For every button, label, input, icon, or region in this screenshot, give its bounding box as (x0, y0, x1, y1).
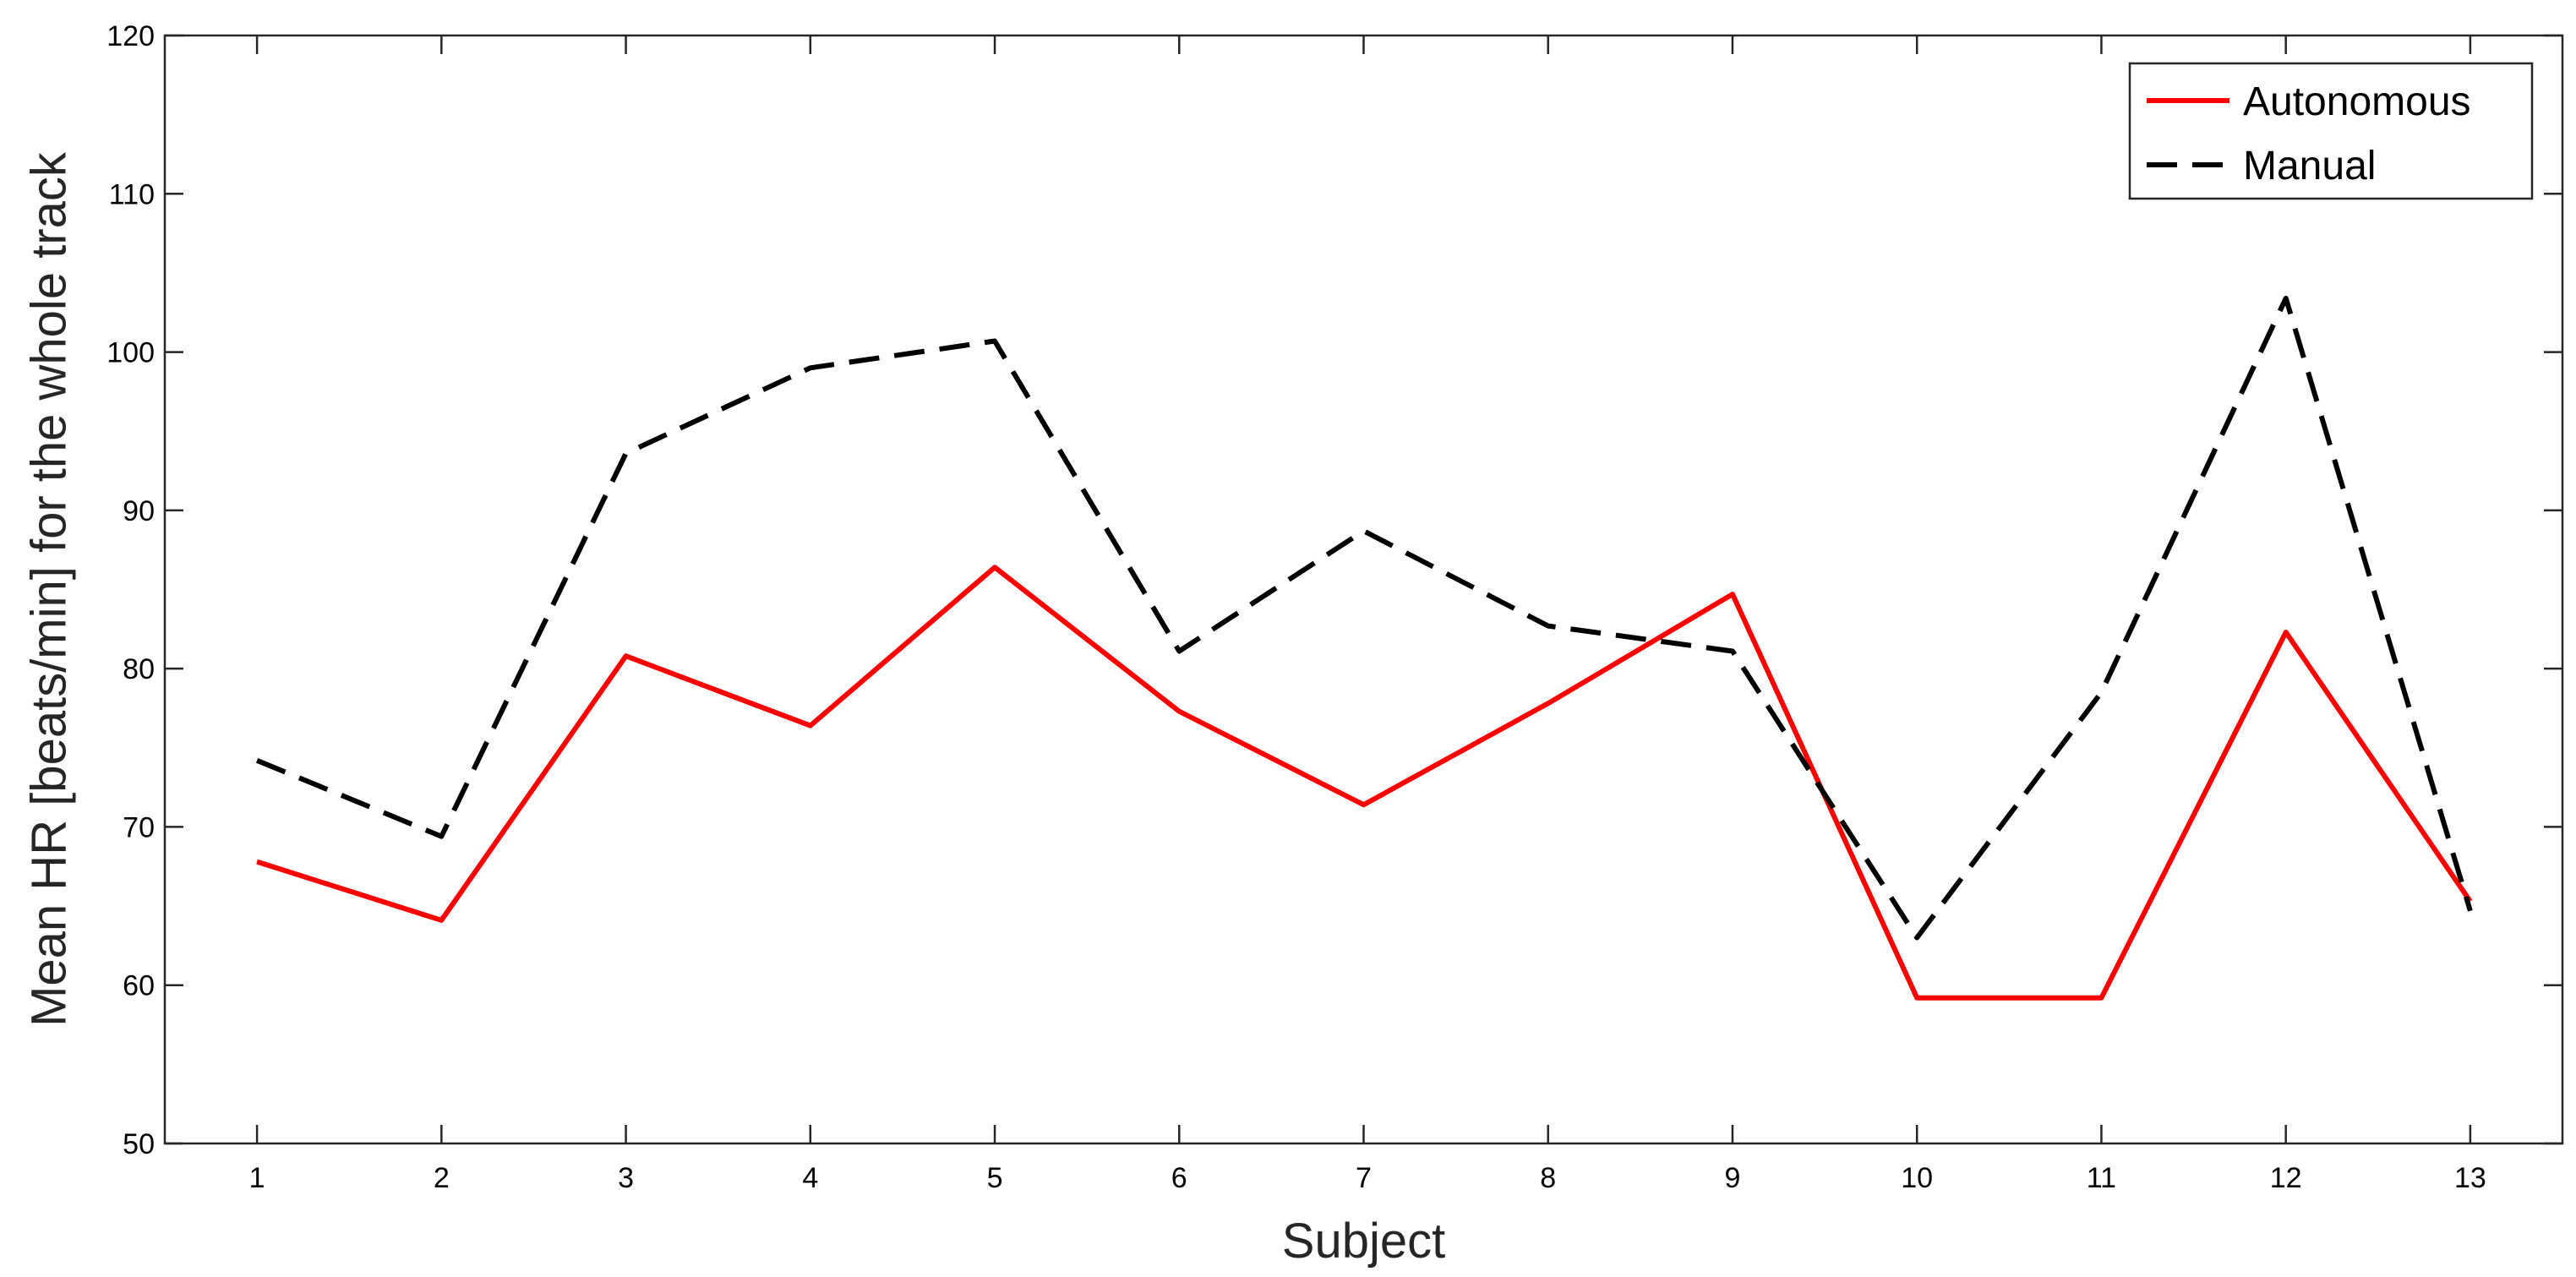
legend-label-manual: Manual (2243, 144, 2376, 188)
plot-lines (255, 295, 2473, 1001)
x-tick-label: 7 (1356, 1162, 1372, 1194)
y-tick-label: 80 (123, 653, 155, 685)
y-tick-label: 90 (123, 495, 155, 527)
x-tick-label: 5 (987, 1162, 1003, 1194)
legend-box (2128, 62, 2534, 200)
x-tick-label: 6 (1171, 1162, 1187, 1194)
x-tick-label: 12 (2270, 1162, 2302, 1194)
y-tick-label: 60 (123, 970, 155, 1002)
x-axis-title: Subject (1282, 1214, 1445, 1269)
x-tick-label: 2 (434, 1162, 450, 1194)
y-tick-label: 120 (106, 20, 155, 52)
axis-titles: Subject Mean HR [beats/min] for the whol… (21, 151, 1445, 1269)
y-tick-label: 100 (106, 337, 155, 369)
y-tick-label: 70 (123, 811, 155, 843)
legend: Autonomous Manual (2128, 62, 2534, 200)
series-line-autonomous (256, 565, 2473, 1001)
legend-label-autonomous: Autonomous (2243, 79, 2471, 124)
y-tick-label: 50 (123, 1128, 155, 1160)
x-tick-label: 8 (1540, 1162, 1556, 1194)
x-tick-label: 10 (1901, 1162, 1933, 1194)
x-tick-label: 1 (249, 1162, 265, 1194)
y-axis-title: Mean HR [beats/min] for the whole track (21, 151, 76, 1027)
x-tick-label: 4 (802, 1162, 818, 1194)
x-tick-label: 13 (2454, 1162, 2486, 1194)
x-tick-label: 9 (1725, 1162, 1741, 1194)
x-tick-label: 3 (618, 1162, 634, 1194)
y-tick-label: 110 (109, 178, 155, 210)
x-tick-label: 11 (2087, 1162, 2116, 1194)
